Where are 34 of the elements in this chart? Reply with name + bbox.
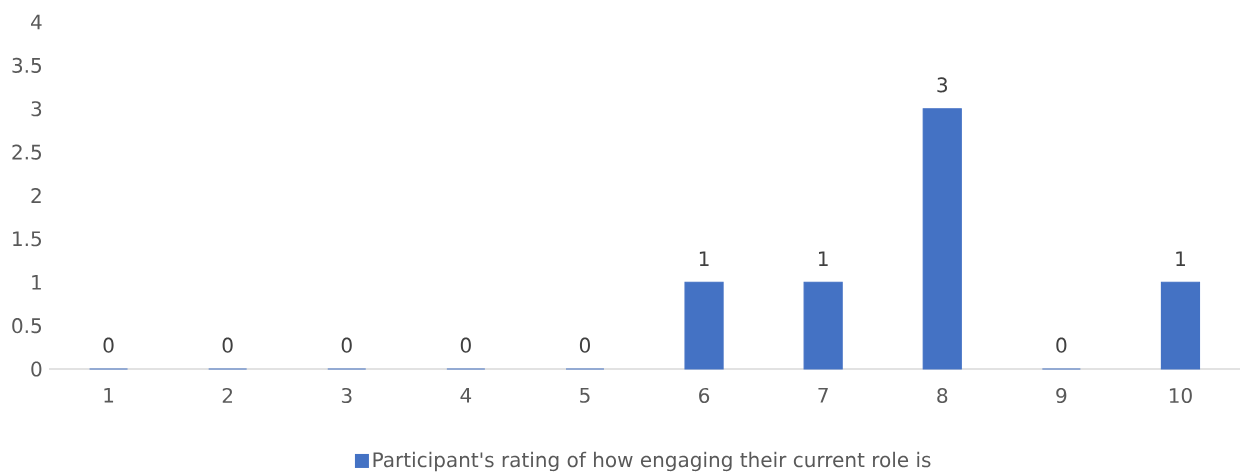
x-tick-label: 4 xyxy=(460,387,472,403)
x-tick-label: 8 xyxy=(937,387,948,404)
bar xyxy=(803,281,843,370)
data-label: 0 xyxy=(579,337,590,353)
data-label: 0 xyxy=(460,337,471,353)
data-label: 1 xyxy=(818,251,828,266)
data-label: 0 xyxy=(341,337,352,353)
bar xyxy=(684,281,724,370)
y-tick-label: 2 xyxy=(31,188,41,203)
x-tick-label: 1 xyxy=(104,387,114,403)
x-tick-label: 3 xyxy=(341,387,352,404)
x-tick-label: 9 xyxy=(1056,387,1067,404)
data-label: 1 xyxy=(699,251,709,266)
bar xyxy=(922,108,962,370)
data-label: 0 xyxy=(103,337,114,353)
data-label: 0 xyxy=(1056,337,1067,353)
bar xyxy=(1160,281,1201,370)
x-tick-label: 7 xyxy=(818,387,828,403)
x-tick-label: 6 xyxy=(699,387,710,404)
y-tick-label: 4 xyxy=(30,14,42,30)
data-label: 3 xyxy=(937,77,948,93)
data-label: 0 xyxy=(222,337,233,353)
y-tick-label: 3 xyxy=(31,101,42,117)
y-tick-label: 2.5 xyxy=(12,144,41,160)
y-tick-label: 3.5 xyxy=(12,57,41,73)
x-tick-label: 10 xyxy=(1169,387,1192,404)
x-tick-label: 2 xyxy=(222,387,233,403)
y-tick-label: 0 xyxy=(31,361,42,377)
x-tick-label: 5 xyxy=(580,387,590,403)
y-tick-label: 0.5 xyxy=(12,318,41,334)
y-tick-label: 1.5 xyxy=(13,231,41,247)
data-label: 1 xyxy=(1176,251,1185,266)
legend-label: Participant's rating of how engaging their current role is xyxy=(373,451,931,472)
y-tick-label: 1 xyxy=(32,274,41,290)
